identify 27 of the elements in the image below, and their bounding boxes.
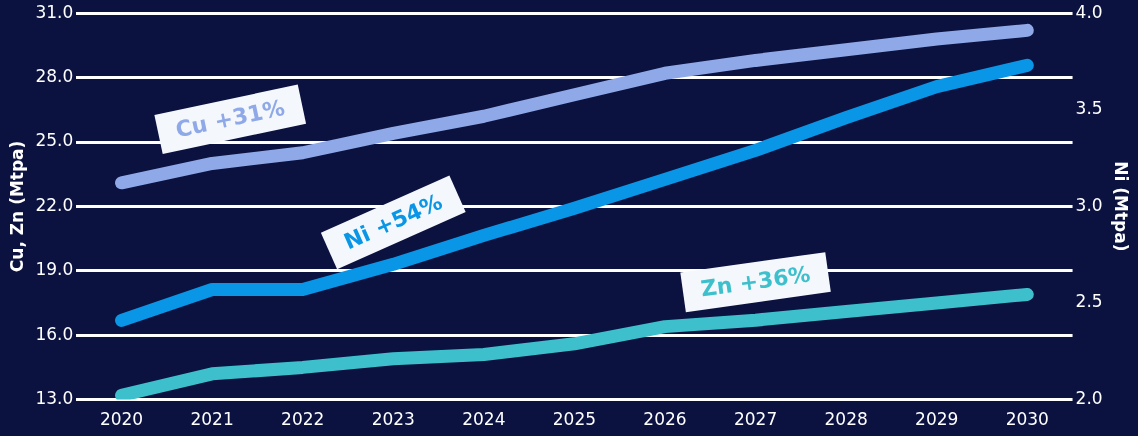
y-tick-label: 25.0 xyxy=(35,130,74,151)
y2-tick-label: 2.0 xyxy=(1075,388,1103,409)
text: Zn +36% xyxy=(699,261,812,302)
x-tick-label: 2028 xyxy=(824,409,868,430)
x-tick-label: 2020 xyxy=(99,409,144,430)
x-tick-label: 2021 xyxy=(190,409,234,430)
x-tick-label: 2025 xyxy=(552,409,597,430)
x-tick-label: 2023 xyxy=(371,409,415,430)
y-tick-label: 28.0 xyxy=(35,66,74,87)
x-tick-label: 2024 xyxy=(462,409,506,430)
x-tick-label: 2030 xyxy=(1005,409,1049,430)
y-tick-label: 13.0 xyxy=(35,388,74,409)
y-tick-label: 16.0 xyxy=(35,323,74,344)
y2-tick-label: 4.0 xyxy=(1075,1,1103,22)
x-tick-label: 2029 xyxy=(915,409,959,430)
y-tick-label: 22.0 xyxy=(35,194,74,215)
y2-tick-label: 2.5 xyxy=(1075,291,1103,312)
y-tick-label: 19.0 xyxy=(35,259,74,280)
x-tick-label: 2022 xyxy=(281,409,325,430)
y2-tick-label: 3.0 xyxy=(1075,194,1103,215)
y2-tick-label: 3.5 xyxy=(1075,98,1103,119)
x-tick-label: 2026 xyxy=(643,409,687,430)
x-tick-label: 2027 xyxy=(733,409,778,430)
y-tick-label: 31.0 xyxy=(35,1,74,22)
y-axis-title: Cu, Zn (Mtpa) xyxy=(6,140,27,273)
y2-axis-title: Ni (Mtpa) xyxy=(1111,161,1132,252)
text: Cu +31% xyxy=(173,94,287,143)
